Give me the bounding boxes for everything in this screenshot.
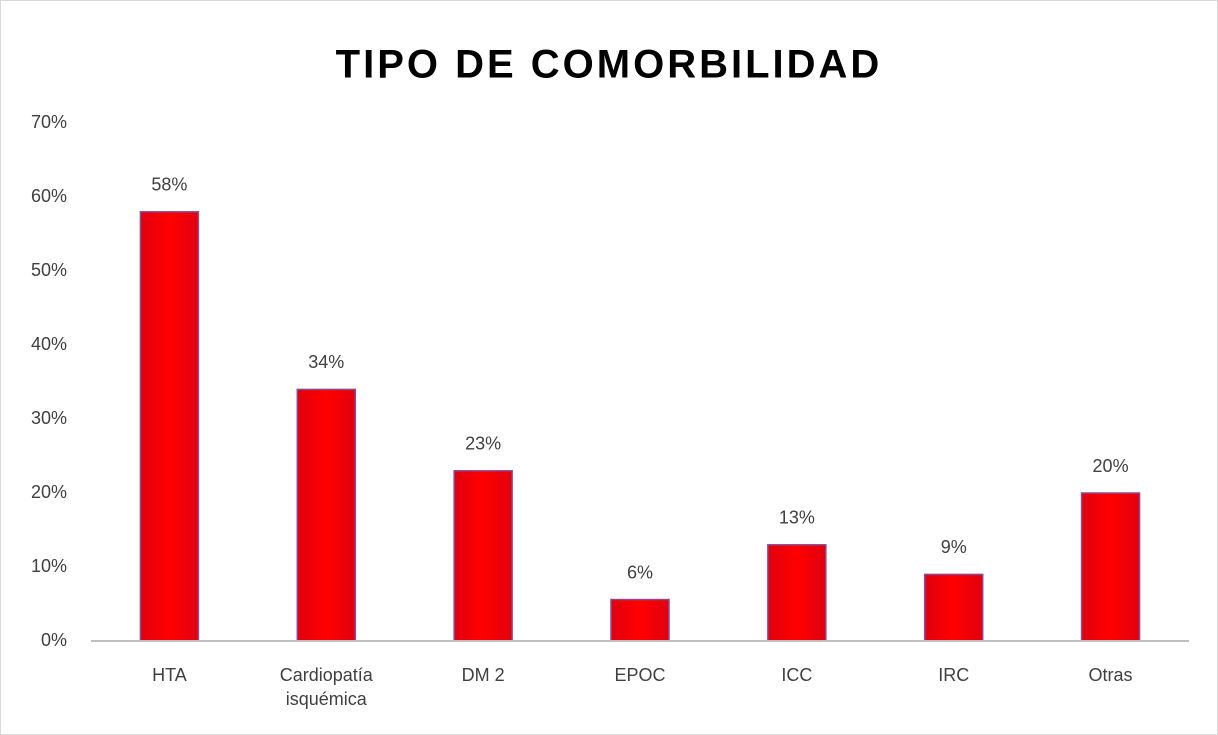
bar [1080,492,1141,642]
data-label: 34% [308,352,344,372]
data-label: 13% [779,508,815,528]
x-tick-label: DM 2 [461,665,505,685]
bar [453,470,513,642]
y-tick-label: 70% [31,112,67,132]
x-tick-label: ICC [781,665,813,685]
data-label: 23% [465,434,501,454]
bar [610,598,670,642]
x-tick-label: IRC [938,665,970,685]
x-tick-label: Cardiopatía isquémica [279,665,373,709]
y-tick-label: 20% [31,482,67,502]
bar [923,573,984,642]
chart-title: TIPO DE COMORBILIDAD [336,43,883,87]
bar [139,211,200,642]
data-label: 20% [1093,456,1129,476]
bar [296,388,357,642]
x-tick-label: HTA [152,665,187,685]
data-label: 9% [941,537,967,557]
y-tick-label: 30% [31,408,67,428]
y-tick-label: 60% [31,186,67,206]
bar [767,544,827,642]
data-label: 58% [151,175,187,195]
x-tick-label: EPOC [614,665,666,685]
y-tick-label: 40% [31,334,67,354]
data-label: 6% [627,562,653,582]
x-tick-label: Otras [1088,665,1133,685]
y-tick-label: 50% [31,260,67,280]
y-tick-label: 10% [31,556,67,576]
y-tick-label: 0% [41,630,67,650]
